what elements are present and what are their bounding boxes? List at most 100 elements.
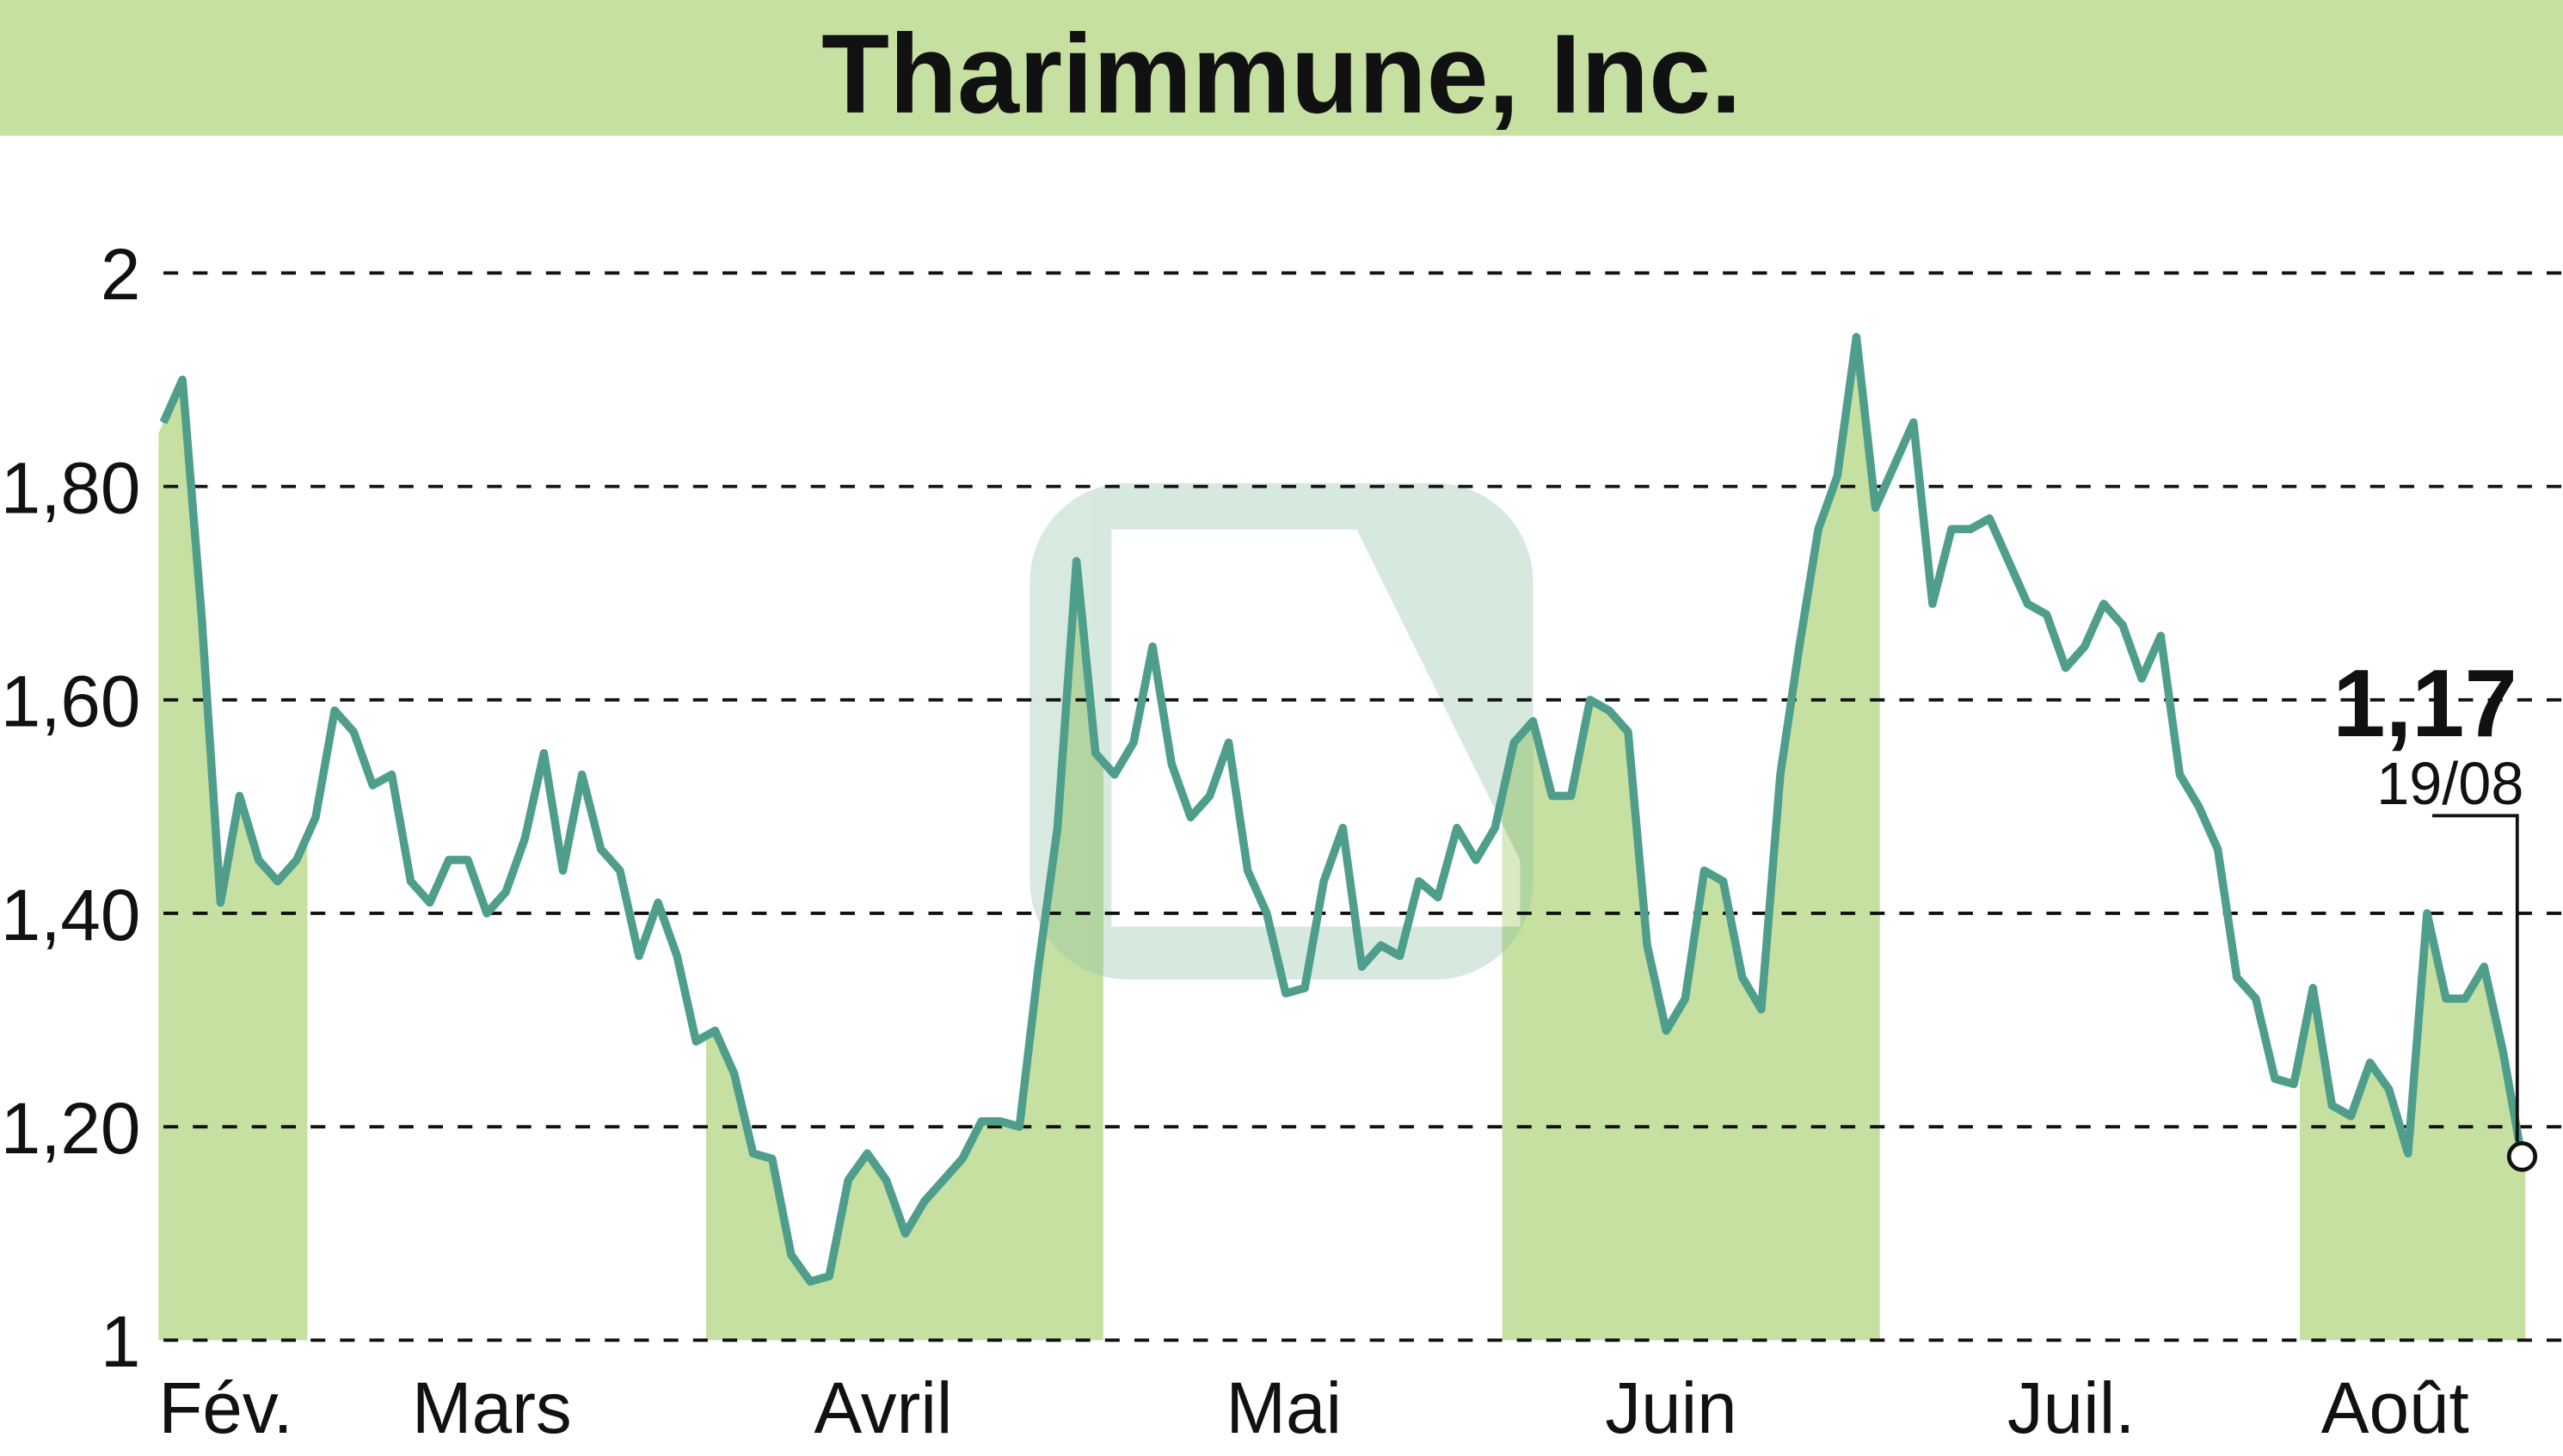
data-point	[1931, 603, 1933, 605]
data-point	[238, 795, 241, 797]
last-point-marker	[2506, 1140, 2538, 1172]
data-point	[752, 1152, 754, 1155]
data-point	[1703, 869, 1706, 872]
data-point	[2197, 805, 2200, 808]
data-point	[1246, 869, 1249, 872]
data-point	[524, 838, 526, 840]
data-point	[1665, 1029, 1668, 1032]
data-point	[676, 955, 679, 957]
data-point	[809, 1281, 811, 1283]
data-point	[1152, 645, 1154, 648]
data-point	[163, 421, 165, 424]
data-point	[1760, 1008, 1762, 1011]
data-point	[1532, 720, 1534, 722]
data-point	[2026, 603, 2029, 605]
last-date-label: 19/08	[2376, 751, 2523, 817]
data-point	[353, 731, 355, 733]
data-point	[1342, 826, 1344, 829]
data-point	[315, 816, 317, 819]
chart-title: Tharimmune, Inc.	[821, 10, 1742, 137]
data-point	[828, 1275, 831, 1277]
data-point	[695, 1040, 698, 1042]
data-point	[447, 858, 450, 861]
data-point	[2122, 624, 2124, 626]
data-point	[2406, 1152, 2409, 1155]
data-point	[961, 1158, 963, 1160]
data-point	[1284, 992, 1287, 995]
month-band-Avril	[706, 561, 1103, 1341]
y-tick-label: 1,80	[1, 447, 141, 529]
data-point	[1265, 912, 1268, 914]
data-point	[2235, 976, 2238, 979]
data-point	[1798, 645, 1801, 648]
data-point	[2445, 998, 2447, 1000]
data-point	[1893, 464, 1896, 466]
data-point	[1646, 944, 1649, 947]
data-point	[2160, 635, 2162, 637]
data-point	[219, 901, 222, 904]
data-point	[904, 1232, 907, 1235]
data-point	[2388, 1088, 2390, 1090]
data-point	[1970, 528, 1972, 531]
data-point	[599, 848, 602, 851]
data-point	[1836, 475, 1839, 477]
data-point	[1361, 966, 1363, 968]
data-point	[885, 1179, 888, 1182]
data-point	[562, 869, 564, 872]
data-point	[2312, 986, 2314, 989]
data-point	[2179, 773, 2181, 776]
data-point	[1627, 731, 1629, 733]
data-point	[1456, 826, 1458, 829]
data-point	[866, 1152, 869, 1155]
y-tick-label: 2	[101, 234, 141, 316]
data-point	[1436, 896, 1439, 899]
y-tick-label: 1	[101, 1301, 141, 1383]
data-point	[1741, 976, 1743, 979]
data-point	[2102, 603, 2105, 605]
data-point	[1817, 528, 1820, 531]
data-point	[733, 1072, 735, 1075]
data-point	[1075, 560, 1078, 562]
data-point	[1779, 773, 1781, 776]
month-band-Juin	[1502, 336, 1880, 1341]
data-point	[2293, 1083, 2296, 1085]
data-point	[2083, 645, 2086, 648]
month-label: Juin	[1605, 1367, 1736, 1449]
data-point	[1722, 880, 1724, 882]
data-point	[1398, 955, 1401, 957]
data-point	[2369, 1061, 2371, 1064]
month-label: Avril	[814, 1367, 952, 1449]
data-point	[1589, 698, 1591, 701]
data-point	[2464, 998, 2467, 1000]
data-point	[1171, 763, 1173, 765]
data-point	[1018, 1126, 1021, 1128]
data-point	[372, 784, 374, 787]
data-point	[1113, 773, 1116, 776]
data-point	[771, 1158, 773, 1160]
y-tick-label: 1,20	[1, 1087, 141, 1169]
data-point	[1094, 752, 1097, 754]
month-label: Août	[2321, 1367, 2469, 1449]
y-tick-label: 1,60	[1, 660, 141, 742]
data-point	[2254, 998, 2257, 1000]
data-point	[2274, 1078, 2276, 1080]
data-point	[714, 1029, 716, 1032]
data-point	[923, 1201, 925, 1202]
data-point	[334, 710, 336, 712]
data-point	[181, 378, 184, 381]
watermark-logo	[1030, 482, 1533, 980]
data-point	[276, 880, 279, 882]
data-point	[581, 773, 583, 776]
data-point	[1208, 795, 1211, 797]
data-point	[1684, 998, 1687, 1000]
data-point	[1912, 421, 1915, 424]
data-point	[2216, 848, 2219, 851]
data-point	[1570, 795, 1572, 797]
data-point	[1133, 741, 1134, 744]
data-point	[486, 912, 488, 914]
data-point	[1874, 507, 1877, 509]
last-value-label: 1,17	[2333, 650, 2517, 758]
data-point	[1607, 710, 1610, 712]
data-point	[2007, 560, 2010, 562]
